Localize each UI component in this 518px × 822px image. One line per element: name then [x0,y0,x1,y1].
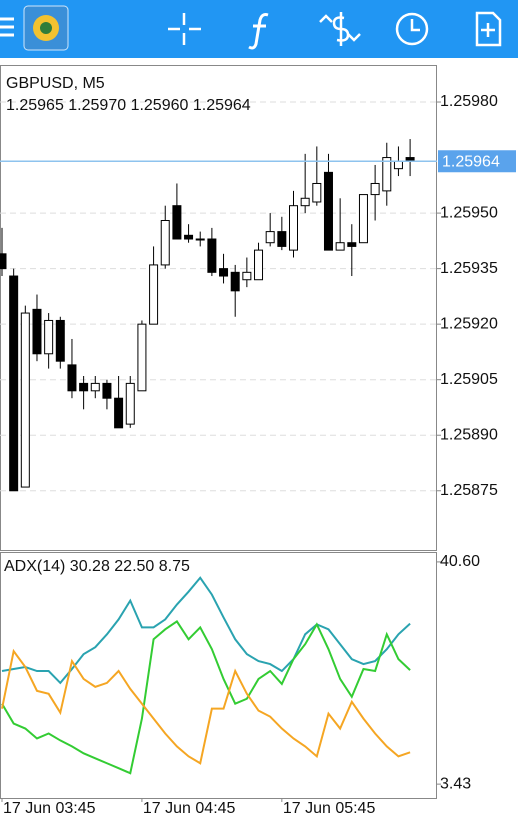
candle-body [312,182,322,203]
main-pane [0,65,437,551]
new-order-button[interactable] [475,11,502,47]
history-button[interactable] [395,12,429,46]
y-tick-label: 1.25980 [440,93,498,110]
candle-body [0,253,7,270]
candle-body [149,264,159,325]
candle-body [125,382,135,425]
adx-pane [0,552,437,799]
candle-body [207,238,217,273]
candle-body [242,271,252,281]
candle-body [20,312,30,488]
menu-button[interactable] [0,17,14,37]
candle-body [358,194,368,244]
candle-body [172,205,182,240]
candle-body [300,197,310,207]
app-icon[interactable] [23,5,69,51]
current-price-box [438,150,516,173]
symbol-title: GBPUSD, M5 [6,75,105,92]
candle-body [382,157,392,192]
candle-body [289,205,298,251]
crosshair-button[interactable] [168,13,201,45]
candle-body [219,268,229,277]
candle-body [55,319,65,362]
candle-body [254,249,264,281]
y-tick-label: 1.25890 [440,426,498,443]
candle-body [230,271,240,292]
plot [0,139,415,492]
candle-body [90,382,100,392]
y-tick-label: 1.25875 [440,482,498,499]
y-tick-label: 40.60 [440,553,480,570]
candle-body [79,382,89,392]
candle-body [323,171,333,251]
candle-body [137,323,147,392]
x-tick-label: 17 Jun 03:45 [3,800,96,817]
candle-body [67,364,77,392]
marks: 1.25980 1.25950 1.25935 1.25920 1.25905 1.258… [0,93,516,817]
candle-body [370,182,380,196]
indicators-button[interactable] [248,13,269,50]
candle-body [9,275,19,492]
candle-body [184,234,194,240]
candle-body [265,231,275,244]
ohlc-text: 1.25965 1.25970 1.25960 1.25964 [6,97,251,114]
adx-line [1,619,411,775]
adx-title: ADX(14) 30.28 22.50 8.75 [4,558,190,575]
x-tick-label: 17 Jun 04:45 [143,800,236,817]
current-price-label: 1.25964 [442,153,500,170]
y-tick-label: 3.43 [440,775,471,792]
candle-body [393,160,403,170]
y-tick-label: 1.25935 [440,260,498,277]
candle-body [160,219,170,266]
adx-line [1,648,411,765]
plot [1,576,411,775]
candle-body [44,319,54,355]
candle-body [277,231,287,247]
candle-body [102,382,112,399]
candle-body [347,242,357,247]
candle-body [32,308,42,355]
y-tick-label: 1.25905 [440,371,498,388]
y-tick-label: 1.25920 [440,315,498,332]
x-tick-label: 17 Jun 05:45 [283,800,376,817]
adx-line [1,576,411,685]
candle-body [335,242,345,251]
y-tick-label: 1.25950 [440,204,498,221]
candle-body [114,397,124,429]
candle-body [195,238,205,241]
trade-button[interactable] [319,12,361,46]
